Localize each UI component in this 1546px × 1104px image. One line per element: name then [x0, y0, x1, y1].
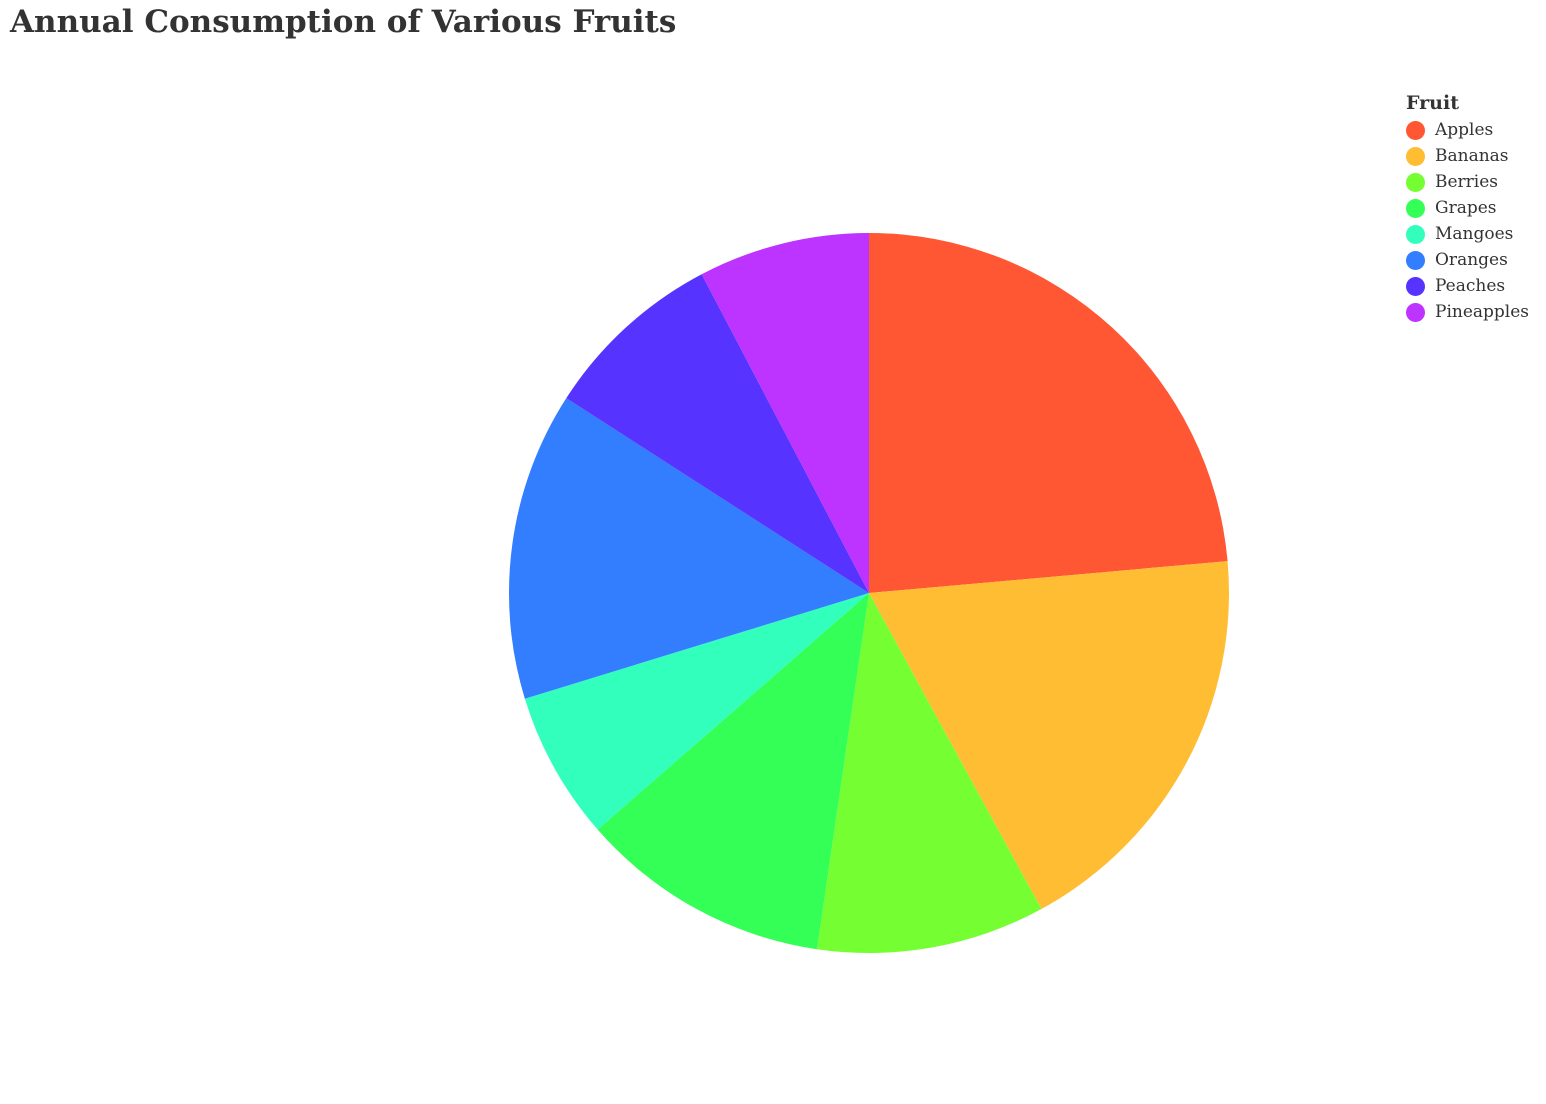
legend-item-peaches: Peaches — [1406, 273, 1529, 299]
legend-swatch — [1406, 224, 1425, 244]
pie-slice-mangoes — [524, 593, 869, 830]
legend-item-pineapples: Pineapples — [1406, 299, 1529, 325]
legend-item-oranges: Oranges — [1406, 247, 1529, 273]
legend-swatch — [1406, 302, 1425, 322]
legend-label: Bananas — [1435, 146, 1509, 166]
legend-swatch — [1406, 120, 1425, 140]
legend-item-berries: Berries — [1406, 169, 1529, 195]
legend-swatch — [1406, 146, 1425, 166]
legend-item-mangoes: Mangoes — [1406, 221, 1529, 247]
legend-item-grapes: Grapes — [1406, 195, 1529, 221]
legend-label: Berries — [1435, 172, 1499, 192]
pie-slice-apples — [869, 233, 1228, 593]
legend-swatch — [1406, 250, 1425, 270]
legend-title: Fruit — [1406, 92, 1459, 114]
legend-items: Apples Bananas Berries Grapes Mangoes Oranges… — [1406, 117, 1529, 325]
legend-item-bananas: Bananas — [1406, 143, 1529, 169]
legend: Fruit Apples Bananas Berries Grapes Mangoes O… — [1406, 92, 1529, 325]
pie-slice-peaches — [566, 274, 869, 593]
pie-slice-pineapples — [701, 233, 869, 593]
legend-label: Mangoes — [1435, 224, 1514, 244]
legend-swatch — [1406, 276, 1425, 296]
pie-slice-oranges — [508, 398, 869, 699]
pie-slice-berries — [816, 593, 1042, 953]
pie-slice-grapes — [597, 593, 869, 950]
legend-label: Pineapples — [1435, 302, 1530, 322]
legend-label: Apples — [1435, 120, 1494, 140]
legend-label: Peaches — [1435, 276, 1506, 296]
legend-label: Grapes — [1435, 198, 1497, 218]
legend-label: Oranges — [1435, 250, 1508, 270]
chart-title: Annual Consumption of Various Fruits — [10, 4, 677, 40]
legend-item-apples: Apples — [1406, 117, 1529, 143]
pie-slice-bananas — [869, 561, 1229, 910]
legend-swatch — [1406, 198, 1425, 218]
legend-swatch — [1406, 172, 1425, 192]
